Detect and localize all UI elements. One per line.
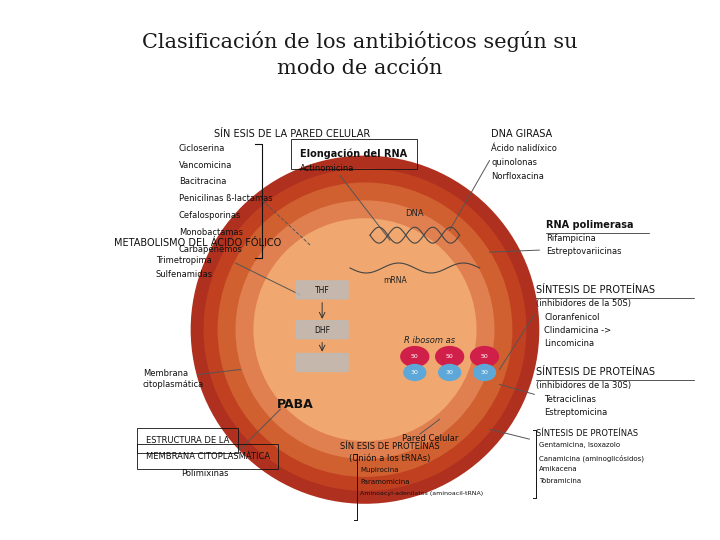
Text: Canamicina (aminoglicósidos): Canamicina (aminoglicósidos)	[539, 454, 644, 462]
Text: Clindamicina ->: Clindamicina ->	[544, 326, 611, 335]
Text: Bacitracina: Bacitracina	[179, 178, 226, 186]
Text: Cloranfenicol: Cloranfenicol	[544, 313, 600, 322]
FancyBboxPatch shape	[296, 321, 348, 339]
Text: R ibosom as: R ibosom as	[404, 336, 455, 345]
Text: Monobactamas: Monobactamas	[179, 228, 243, 237]
Ellipse shape	[235, 200, 495, 459]
Text: MEMBRANA CITOPLASMÁTICA: MEMBRANA CITOPLASMÁTICA	[146, 452, 270, 461]
Ellipse shape	[438, 364, 461, 380]
Ellipse shape	[436, 347, 464, 367]
Ellipse shape	[404, 364, 426, 380]
Text: Membrana
citoplasmática: Membrana citoplasmática	[143, 369, 204, 389]
Text: METABOLISMO DEL ÁCIDO FÓLICO: METABOLISMO DEL ÁCIDO FÓLICO	[114, 238, 282, 248]
Text: PABA: PABA	[277, 398, 314, 411]
Text: modo de acción: modo de acción	[277, 59, 443, 78]
Text: Lincomicina: Lincomicina	[544, 339, 595, 348]
Ellipse shape	[474, 364, 495, 380]
Text: 50: 50	[481, 354, 488, 359]
Text: Amikacena: Amikacena	[539, 466, 578, 472]
Text: mRNA: mRNA	[383, 276, 407, 285]
Ellipse shape	[471, 347, 498, 367]
Text: Gentamicina, Isoxazolo: Gentamicina, Isoxazolo	[539, 442, 621, 448]
Ellipse shape	[401, 347, 428, 367]
Text: Trimetropima: Trimetropima	[156, 256, 212, 265]
Text: Rifampicina: Rifampicina	[546, 234, 596, 243]
Text: ESTRUCTURA DE LA: ESTRUCTURA DE LA	[146, 436, 229, 445]
FancyBboxPatch shape	[296, 281, 348, 299]
Text: (Unión a los tRNAs): (Unión a los tRNAs)	[349, 454, 431, 463]
Text: Norfloxacina: Norfloxacina	[492, 172, 544, 180]
Text: Carbapenemos: Carbapenemos	[179, 245, 243, 254]
Text: Polimixinas: Polimixinas	[181, 469, 228, 478]
Text: DNA GIRASA: DNA GIRASA	[492, 129, 553, 139]
Text: 30: 30	[446, 370, 454, 375]
Text: 50: 50	[446, 354, 454, 359]
Text: Vancomicina: Vancomicina	[179, 160, 232, 170]
Text: THF: THF	[315, 286, 330, 295]
Ellipse shape	[217, 183, 513, 477]
Text: Aminoacyl-adenilatos (aminoacil-tRNA): Aminoacyl-adenilatos (aminoacil-tRNA)	[360, 491, 483, 496]
Text: Penicilinas ß-lactamas: Penicilinas ß-lactamas	[179, 194, 272, 204]
Text: Cefalosporinas: Cefalosporinas	[179, 211, 241, 220]
Text: Estreptomicina: Estreptomicina	[544, 408, 608, 417]
Ellipse shape	[253, 218, 477, 441]
Text: SÍNTESIS DE PROTEÍNAS: SÍNTESIS DE PROTEÍNAS	[536, 285, 655, 295]
Ellipse shape	[191, 156, 539, 504]
Ellipse shape	[204, 168, 526, 491]
Text: 30: 30	[411, 370, 419, 375]
Text: (inhibidores de la 50S): (inhibidores de la 50S)	[536, 299, 631, 308]
Text: SÍN ESIS DE LA PARED CELULAR: SÍN ESIS DE LA PARED CELULAR	[214, 129, 370, 139]
Text: Sulfenamidas: Sulfenamidas	[156, 270, 213, 279]
Text: (inhibidores de la 30S): (inhibidores de la 30S)	[536, 381, 631, 390]
Text: DHF: DHF	[314, 326, 330, 335]
Text: RNA polimerasa: RNA polimerasa	[546, 220, 634, 230]
Text: Mupirocina: Mupirocina	[360, 467, 398, 473]
Text: Tobramicina: Tobramicina	[539, 478, 582, 484]
Text: Paramomicina: Paramomicina	[360, 479, 410, 485]
FancyBboxPatch shape	[296, 354, 348, 372]
Text: Ácido nalidíxico: Ácido nalidíxico	[492, 144, 557, 153]
Text: SÍNTESIS DE PROTEÍNAS: SÍNTESIS DE PROTEÍNAS	[536, 429, 639, 438]
Text: SÍNTESIS DE PROTEÍNAS: SÍNTESIS DE PROTEÍNAS	[536, 368, 655, 377]
Text: SÍN ESIS DE PROTEÍNAS: SÍN ESIS DE PROTEÍNAS	[340, 442, 440, 451]
Text: DNA: DNA	[405, 210, 424, 218]
Text: Actinomicina: Actinomicina	[300, 164, 355, 173]
Text: Estreptovariicinas: Estreptovariicinas	[546, 247, 622, 256]
Text: quinolonas: quinolonas	[492, 158, 538, 166]
Text: Elongación del RNA: Elongación del RNA	[300, 148, 408, 159]
Text: 30: 30	[480, 370, 488, 375]
Text: Tetraciclinas: Tetraciclinas	[544, 395, 596, 404]
Text: 50: 50	[411, 354, 418, 359]
Text: Clasificación de los antibióticos según su: Clasificación de los antibióticos según …	[143, 31, 577, 52]
Text: Pared Celular: Pared Celular	[402, 434, 458, 443]
Text: Cicloserina: Cicloserina	[179, 144, 225, 153]
